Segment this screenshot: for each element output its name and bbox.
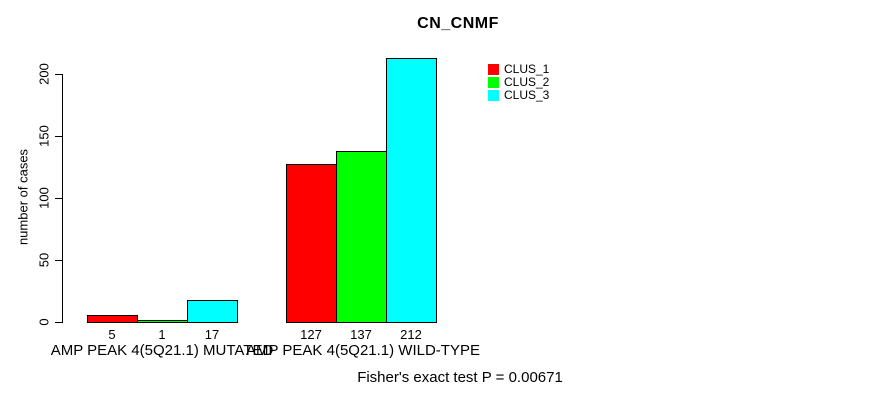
legend-label: CLUS_2	[504, 75, 550, 89]
y-axis-line	[62, 74, 63, 323]
y-axis-tick	[55, 198, 62, 199]
bar-clus_2-group2	[336, 151, 387, 323]
y-axis-tick	[55, 74, 62, 75]
y-axis-tick-label: 50	[36, 252, 52, 268]
bar-clus_1-group1	[87, 315, 138, 323]
legend: CLUS_1 CLUS_2 CLUS_3	[488, 63, 549, 102]
x-axis-group-label: AMP PEAK 4(5Q21.1) WILD-TYPE	[246, 342, 480, 359]
bar-value-label: 137	[350, 327, 372, 342]
chart-title: CN_CNMF	[417, 15, 499, 32]
bar-value-label: 127	[300, 327, 322, 342]
stat-test-annotation: Fisher's exact test P = 0.00671	[357, 369, 563, 386]
legend-swatch-clus2	[488, 77, 499, 88]
bar-clus_2-group1	[137, 320, 188, 323]
legend-swatch-clus1	[488, 64, 499, 75]
bar-value-label: 17	[204, 327, 220, 342]
y-axis-tick	[55, 136, 62, 137]
bar-clus_3-group2	[386, 58, 437, 323]
y-axis-tick-label: 200	[36, 63, 52, 85]
y-axis-tick-label: 150	[36, 125, 52, 147]
bar-value-label: 212	[400, 327, 422, 342]
legend-label: CLUS_1	[504, 62, 550, 76]
legend-swatch-clus3	[488, 90, 499, 101]
bar-clus_3-group1	[187, 300, 238, 323]
legend-label: CLUS_3	[504, 88, 550, 102]
legend-item: CLUS_3	[488, 89, 549, 102]
legend-item: CLUS_2	[488, 76, 549, 89]
y-axis-tick-label: 0	[36, 318, 52, 326]
y-axis-label: number of cases	[15, 148, 31, 246]
y-axis-tick	[55, 322, 62, 323]
legend-item: CLUS_1	[488, 63, 549, 76]
x-axis-group-label: AMP PEAK 4(5Q21.1) MUTATED	[50, 342, 274, 359]
y-axis-tick	[55, 260, 62, 261]
bar-value-label: 5	[108, 327, 116, 342]
bar-value-label: 1	[158, 327, 166, 342]
y-axis-tick-label: 100	[36, 187, 52, 209]
bar-clus_1-group2	[286, 164, 337, 323]
